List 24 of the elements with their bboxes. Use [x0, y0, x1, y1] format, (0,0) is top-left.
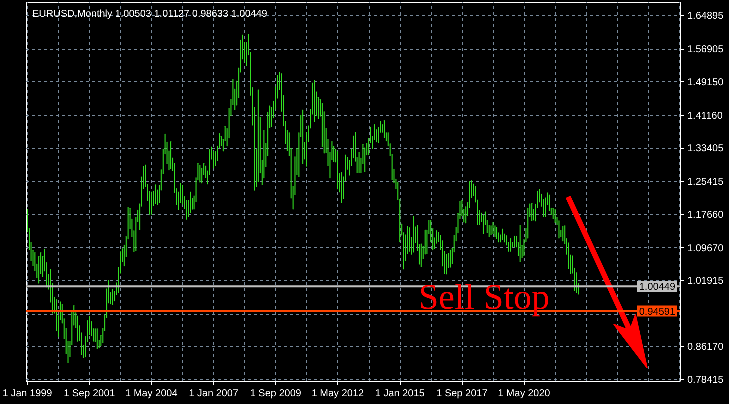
text: EURUSD,Monthly 1.00503 1.01127 0.98633 1.00449 [32, 9, 268, 20]
y-tick-label: 0.86170 [688, 342, 724, 354]
y-tick-label: 0.78415 [688, 374, 724, 386]
x-tick-label: 1 May 2012 [312, 388, 365, 400]
y-tick-label: 1.41160 [688, 110, 724, 122]
x-tick-label: 1 May 2004 [126, 388, 178, 400]
x-tick-label: 1 Jan 2015 [375, 388, 426, 400]
ref-line-label: 0.94591 [639, 306, 676, 318]
y-tick-label: 1.33405 [688, 144, 724, 155]
x-tick-label: 1 Jan 1999 [2, 388, 53, 400]
y-tick-label: 1.17660 [688, 210, 724, 221]
y-tick-label: 1.25415 [688, 177, 724, 188]
y-tick-label: 1.64895 [688, 11, 724, 22]
y-tick-label: 1.01915 [688, 276, 724, 287]
x-tick-label: 1 May 2020 [498, 388, 551, 400]
x-tick-label: 1 Jan 2007 [189, 388, 239, 400]
y-tick-label: 1.56905 [688, 44, 724, 56]
annotation: Sell Stop [418, 276, 550, 317]
y-tick-label: 1.49150 [688, 77, 724, 88]
x-tick-label: 1 Sep 2017 [436, 388, 488, 400]
x-tick-label: 1 Sep 2001 [64, 388, 116, 400]
ref-line-label: 1.00449 [639, 282, 676, 294]
x-tick-label: 1 Sep 2009 [250, 388, 302, 400]
y-tick-label: 1.09670 [688, 243, 724, 254]
